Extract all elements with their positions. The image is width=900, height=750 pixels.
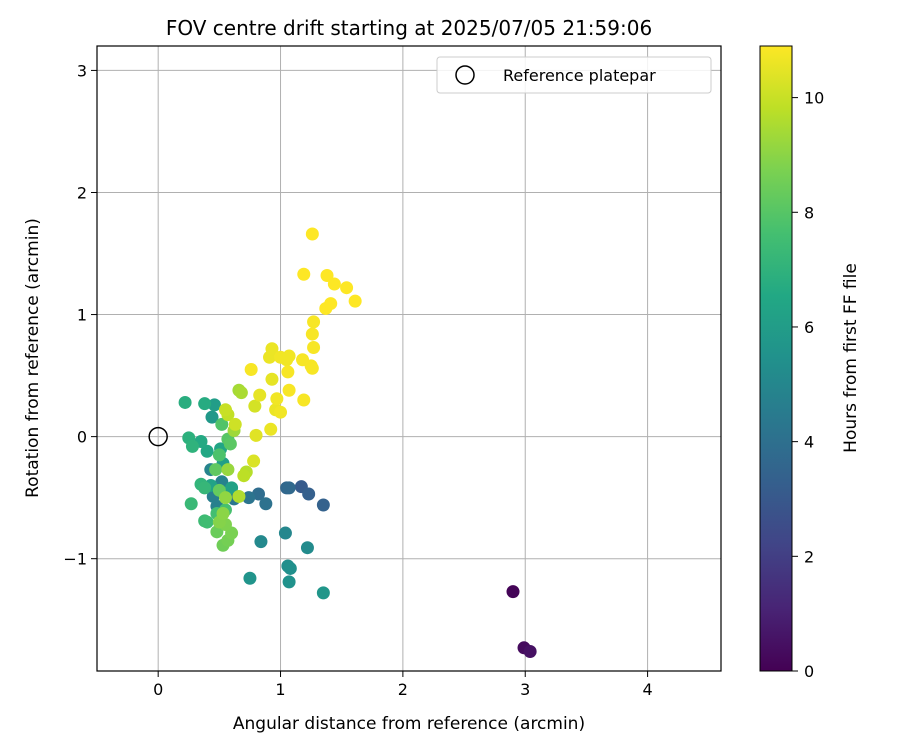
y-tick-label: 2	[77, 183, 87, 202]
data-point	[205, 410, 219, 424]
data-point	[316, 586, 330, 600]
colorbar-tick-label: 4	[804, 433, 814, 452]
x-tick-label: 0	[153, 680, 163, 699]
data-point	[264, 422, 278, 436]
x-axis: 0 1 2 3 4	[153, 671, 653, 699]
data-point	[249, 428, 263, 442]
data-point	[252, 487, 266, 501]
colorbar-tick-label: 8	[804, 203, 814, 222]
data-points	[178, 227, 537, 658]
data-point	[305, 227, 319, 241]
data-point	[200, 444, 214, 458]
y-tick-label: 1	[77, 306, 87, 325]
data-point	[324, 297, 338, 311]
x-tick-label: 2	[398, 680, 408, 699]
data-point	[307, 315, 321, 329]
data-point	[216, 507, 230, 521]
data-point	[297, 267, 311, 281]
data-point	[209, 463, 223, 477]
data-point	[274, 405, 288, 419]
reference-platepar-marker	[148, 426, 168, 447]
data-point	[243, 571, 257, 585]
data-point	[327, 277, 341, 291]
data-point	[237, 469, 251, 483]
data-point	[282, 481, 296, 495]
data-point	[307, 341, 321, 355]
data-point	[348, 294, 362, 308]
data-point	[242, 491, 256, 505]
data-point	[270, 392, 284, 406]
chart-title: FOV centre drift starting at 2025/07/05 …	[166, 16, 652, 40]
data-point	[228, 417, 242, 431]
y-tick-label: 0	[77, 428, 87, 447]
y-tick-label: −1	[63, 550, 87, 569]
grid	[97, 46, 721, 671]
data-point	[282, 575, 296, 589]
x-tick-label: 1	[275, 680, 285, 699]
data-point	[248, 399, 262, 413]
data-point	[305, 327, 319, 341]
y-axis: −1 0 1 2 3	[63, 61, 97, 569]
data-point	[302, 487, 316, 501]
colorbar-tick-label: 2	[804, 547, 814, 566]
x-axis-label: Angular distance from reference (arcmin)	[233, 714, 585, 734]
colorbar-ticks: 0 2 4 6 8 10	[792, 89, 824, 681]
y-tick-label: 3	[77, 61, 87, 80]
colorbar: 0 2 4 6 8 10 Hours from first FF file	[759, 45, 861, 681]
data-point	[281, 365, 295, 379]
data-point	[282, 349, 296, 363]
data-point	[253, 388, 267, 402]
data-point	[283, 561, 297, 575]
data-point	[218, 491, 232, 505]
data-point	[232, 489, 246, 503]
data-point	[210, 525, 224, 539]
y-axis-label: Rotation from reference (arcmin)	[23, 218, 43, 498]
data-point	[320, 268, 334, 282]
data-point	[207, 398, 221, 412]
data-point	[223, 437, 237, 451]
data-point	[225, 481, 239, 495]
data-point	[265, 342, 279, 356]
data-point	[247, 454, 261, 468]
data-point	[523, 644, 537, 658]
data-point	[200, 515, 214, 529]
data-point	[212, 448, 226, 462]
legend: Reference platepar	[436, 56, 712, 94]
data-point	[234, 386, 248, 400]
colorbar-tick-label: 0	[804, 662, 814, 681]
data-point	[300, 541, 314, 555]
data-point	[244, 362, 258, 376]
legend-box	[436, 56, 712, 94]
data-point	[259, 497, 273, 511]
data-point	[218, 403, 232, 417]
data-point	[178, 395, 192, 409]
data-point	[297, 393, 311, 407]
data-point	[215, 417, 229, 431]
data-point	[265, 372, 279, 386]
legend-marker-icon	[455, 65, 475, 85]
colorbar-tick-label: 10	[804, 89, 824, 108]
data-point	[282, 383, 296, 397]
data-point	[305, 361, 319, 375]
x-tick-label: 4	[642, 680, 652, 699]
colorbar-tick-label: 6	[804, 318, 814, 337]
data-point	[278, 526, 292, 540]
legend-entry-reference-platepar: Reference platepar	[503, 66, 656, 85]
colorbar-label: Hours from first FF file	[841, 263, 861, 453]
colorbar-gradient	[759, 45, 793, 672]
data-point	[254, 535, 268, 549]
x-tick-label: 3	[520, 680, 530, 699]
data-point	[506, 585, 520, 599]
data-point	[184, 497, 198, 511]
data-point	[185, 439, 199, 453]
data-point	[316, 498, 330, 512]
data-point	[340, 281, 354, 295]
data-point	[198, 481, 212, 495]
data-point	[198, 397, 212, 411]
plot-frame	[96, 45, 722, 672]
data-point	[221, 463, 235, 477]
